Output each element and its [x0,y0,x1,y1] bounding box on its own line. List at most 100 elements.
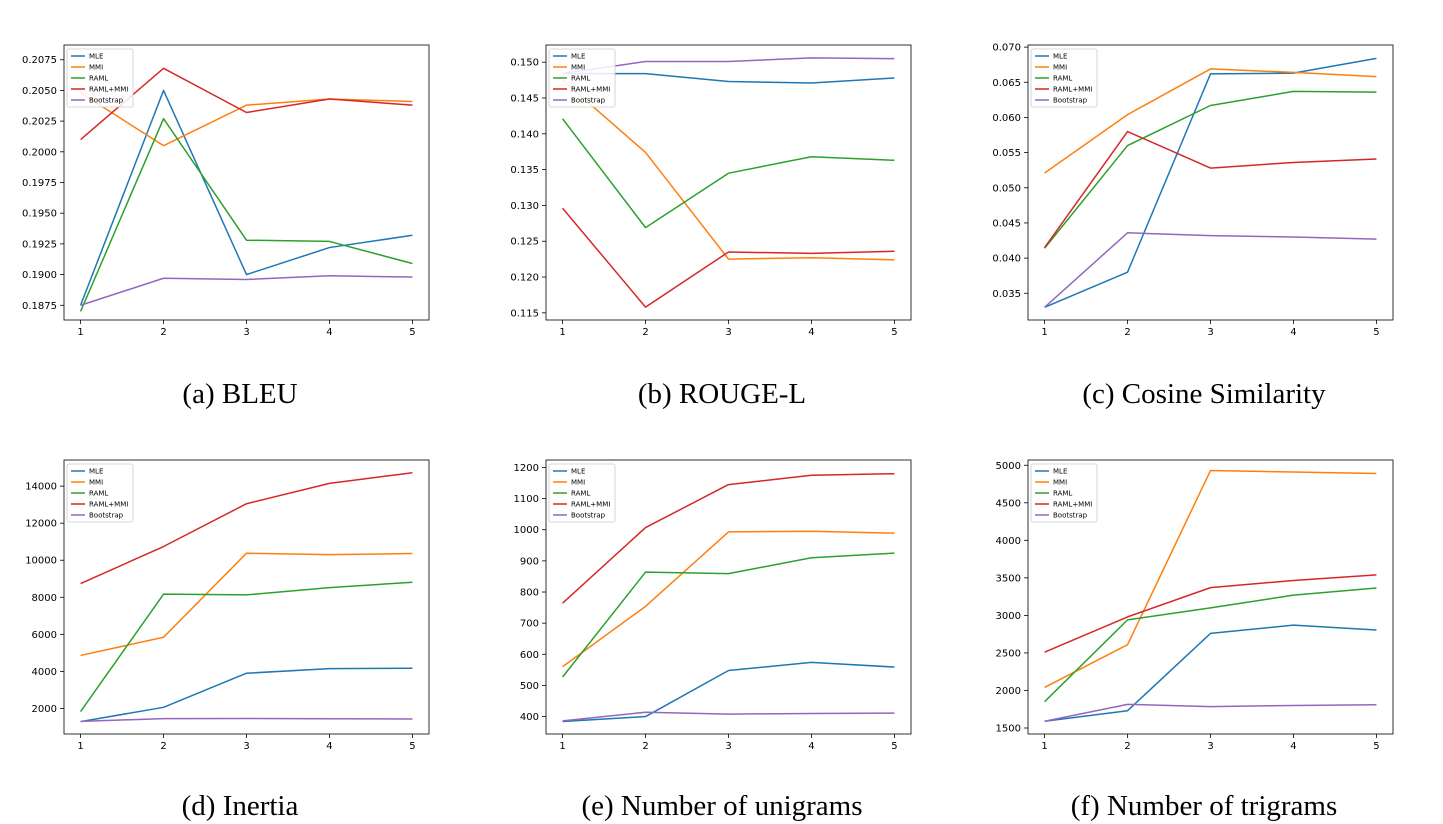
chart-caption: (a) BLEU [182,378,297,410]
series-line-raml [562,552,895,678]
x-tick-label: 1 [1041,741,1047,752]
y-tick-label: 0.1950 [22,209,57,220]
legend-entry: MLE [89,53,103,61]
x-tick-label: 1 [559,741,565,752]
series-line-raml-mmi [562,207,895,308]
legend: MLE MMI RAML RAML+MMI Bootstrap [66,48,134,108]
x-tick-label: 4 [1290,741,1296,752]
y-tick-label: 0.065 [992,78,1021,89]
y-tick-label: 0.125 [510,237,539,248]
x-tick-label: 3 [725,741,731,752]
legend: MLE MMI RAML RAML+MMI Bootstrap [548,48,616,108]
legend-box [1030,463,1098,523]
y-tick-label: 0.2075 [22,55,57,66]
y-tick-label: 2000 [996,686,1021,697]
y-tick-label: 0.070 [992,43,1021,54]
x-tick-label: 5 [409,327,415,338]
y-tick-label: 0.145 [510,93,539,104]
legend-entry: MMI [89,479,103,487]
x-tick-label: 5 [1373,327,1379,338]
y-tick-label: 2000 [32,704,57,715]
y-tick-label: 0.120 [510,273,539,284]
y-tick-label: 10000 [25,556,57,567]
series-line-raml-mmi [80,67,413,141]
series-line-mle [80,667,413,723]
legend-entry: RAML+MMI [89,501,128,509]
y-tick-label: 0.2025 [22,117,57,128]
series-line-mmi [1044,469,1377,689]
x-tick-label: 3 [1207,741,1213,752]
y-tick-label: 700 [520,619,539,630]
y-tick-label: 0.040 [992,254,1021,265]
y-tick-label: 3000 [996,611,1021,622]
x-tick-label: 2 [160,327,166,338]
x-tick-label: 5 [891,327,897,338]
series-line-mmi [1044,68,1377,174]
y-tick-label: 800 [520,588,539,599]
legend-entry: MLE [571,468,585,476]
series-line-raml [1044,587,1377,703]
x-tick-label: 2 [1124,741,1130,752]
y-tick-label: 1200 [514,463,539,474]
series-line-raml [79,117,413,312]
x-tick-label: 5 [891,741,897,752]
series-line-mle [562,72,895,84]
x-tick-label: 2 [642,327,648,338]
chart-panel-2: 1 2 3 4 5 0.115 0.120 0.125 0.130 0.135 0.140 0.145… [510,44,912,410]
legend-entry: RAML [1053,75,1072,83]
series-line-raml-mmi [80,472,413,585]
legend: MLE MMI RAML RAML+MMI Bootstrap [66,463,134,523]
legend-entry: Bootstrap [89,97,124,105]
legend: MLE MMI RAML RAML+MMI Bootstrap [1030,48,1098,108]
y-tick-label: 1100 [514,494,539,505]
y-tick-label: 4000 [996,536,1021,547]
x-tick-label: 1 [559,327,565,338]
chart-panel-3: 1 2 3 4 5 0.035 0.040 0.045 0.050 0.055 0.060 0.065… [992,43,1394,410]
x-tick-label: 1 [77,741,83,752]
chart-panel-6: 1 2 3 4 5 1500 2000 2500 3000 3500 4000 4500 5000 MLE… [996,459,1394,822]
legend-entry: RAML [89,490,108,498]
x-tick-label: 5 [409,741,415,752]
legend-entry: RAML+MMI [89,86,128,94]
series-line-bootstrap [80,717,413,723]
x-tick-label: 3 [725,327,731,338]
y-tick-label: 1000 [514,525,539,536]
x-tick-label: 2 [642,741,648,752]
chart-caption: (f) Number of trigrams [1071,790,1338,822]
series-line-raml [1044,90,1377,249]
series-line-raml-mmi [562,472,895,604]
x-tick-label: 4 [1290,327,1296,338]
legend-entry: RAML [1053,490,1072,498]
y-tick-label: 0.045 [992,218,1021,229]
x-tick-label: 3 [1207,327,1213,338]
y-tick-label: 900 [520,556,539,567]
legend: MLE MMI RAML RAML+MMI Bootstrap [1030,463,1098,523]
legend-entry: RAML [571,75,590,83]
series-line-mle [79,89,413,306]
y-tick-label: 0.060 [992,113,1021,124]
legend-box [66,463,134,523]
y-tick-label: 2500 [996,648,1021,659]
y-tick-label: 0.135 [510,165,539,176]
y-tick-label: 0.1875 [22,301,57,312]
legend-entry: RAML [571,490,590,498]
legend-entry: RAML [89,75,108,83]
chart-panel-4: 1 2 3 4 52000400060008000100001200014000MLEM… [25,459,430,822]
y-tick-label: 3500 [996,573,1021,584]
y-tick-label: 0.055 [992,148,1021,159]
legend-entry: MLE [571,53,585,61]
legend-entry: MMI [1053,479,1067,487]
chart-panel-5: 1 2 3 4 5 400 500 600 700 800 900 1000 1100 1200 MLE MM… [514,459,912,822]
chart-caption: (c) Cosine Similarity [1082,378,1326,410]
series-line-mmi [80,92,413,147]
y-tick-label: 5000 [996,461,1021,472]
legend-entry: MMI [571,479,585,487]
x-tick-label: 3 [243,741,249,752]
chart-caption: (b) ROUGE-L [638,378,806,410]
x-tick-label: 1 [1041,327,1047,338]
x-tick-label: 1 [77,327,83,338]
y-tick-label: 0.1900 [22,270,57,281]
y-tick-label: 0.050 [992,183,1021,194]
x-tick-label: 2 [160,741,166,752]
